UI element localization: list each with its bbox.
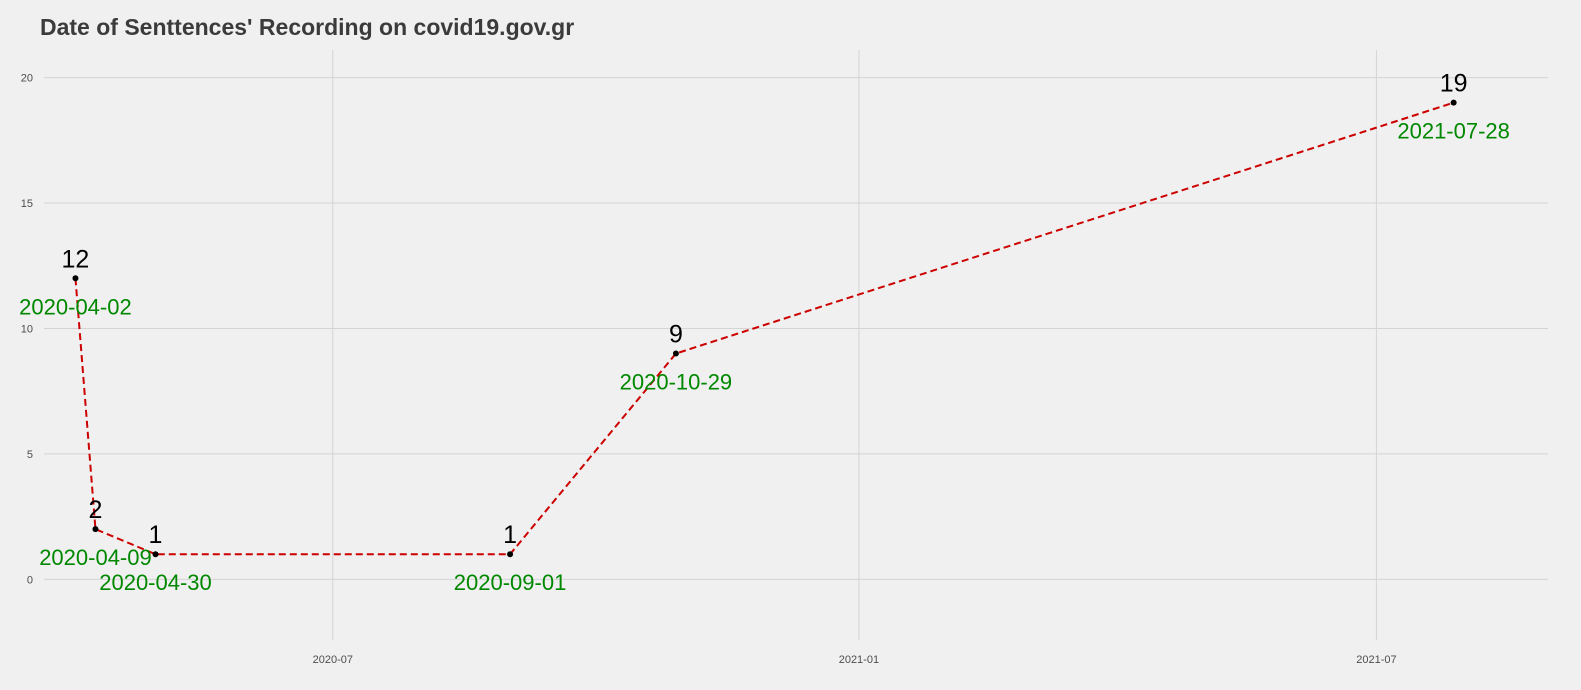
y-tick-label: 0 xyxy=(27,574,33,586)
date-label: 2020-04-02 xyxy=(19,294,132,319)
axis-layer: 0 5 10 15 20 2020-07 2021-01 2021-07 xyxy=(21,73,1397,666)
x-tick-label: 2021-07 xyxy=(1356,654,1396,666)
date-label: 2020-10-29 xyxy=(620,370,733,395)
y-tick-label: 5 xyxy=(27,449,33,461)
label-layer: 122020-04-0222020-04-0912020-04-3012020-… xyxy=(19,70,1510,596)
date-label: 2021-07-28 xyxy=(1397,119,1510,144)
chart-title: Date of Senttences' Recording on covid19… xyxy=(40,14,575,40)
series-layer xyxy=(72,99,1457,558)
y-tick-label: 15 xyxy=(21,198,33,210)
date-label: 2020-09-01 xyxy=(454,570,567,595)
y-tick-label: 20 xyxy=(21,73,33,85)
data-point xyxy=(152,551,159,558)
x-tick-label: 2020-07 xyxy=(313,654,353,666)
data-point xyxy=(1450,99,1457,106)
data-point xyxy=(92,526,99,533)
grid-layer xyxy=(44,50,1548,640)
value-label: 19 xyxy=(1440,70,1468,98)
data-point xyxy=(507,551,514,558)
data-point xyxy=(72,275,79,282)
y-tick-label: 10 xyxy=(21,323,33,335)
value-label: 2 xyxy=(89,496,103,524)
x-tick-label: 2021-01 xyxy=(839,654,879,666)
date-label: 2020-04-09 xyxy=(39,545,152,570)
value-label: 1 xyxy=(503,521,517,549)
series-line xyxy=(74,101,1454,556)
value-label: 9 xyxy=(669,321,683,349)
date-label: 2020-04-30 xyxy=(99,570,212,595)
data-point xyxy=(672,350,679,357)
value-label: 12 xyxy=(62,245,90,273)
value-label: 1 xyxy=(149,521,163,549)
